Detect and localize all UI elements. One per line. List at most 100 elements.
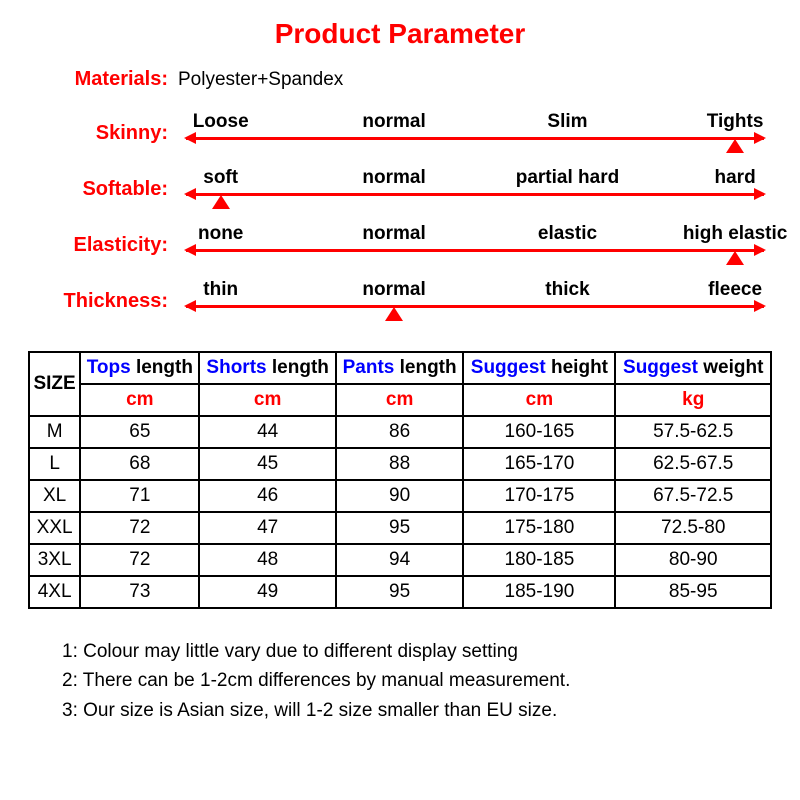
data-cell: 180-185 <box>463 544 615 576</box>
column-header: Pants length <box>336 352 463 384</box>
note-line: 3: Our size is Asian size, will 1-2 size… <box>62 696 772 725</box>
scale-marker-icon <box>212 195 230 209</box>
scale-track: Loose normal Slim Tights <box>186 111 764 155</box>
size-table: SIZETops lengthShorts lengthPants length… <box>28 351 772 609</box>
data-cell: 95 <box>336 576 463 608</box>
scale-arrow-line <box>186 305 764 308</box>
column-unit: cm <box>463 384 615 416</box>
table-row: 3XL724894180-18580-90 <box>29 544 771 576</box>
size-cell: L <box>29 448 80 480</box>
data-cell: 85-95 <box>615 576 771 608</box>
notes-block: 1: Colour may little vary due to differe… <box>28 637 772 725</box>
data-cell: 65 <box>80 416 199 448</box>
column-unit: cm <box>80 384 199 416</box>
note-line: 2: There can be 1-2cm differences by man… <box>62 666 772 695</box>
table-row: XXL724795175-18072.5-80 <box>29 512 771 544</box>
scale-label: Skinny: <box>28 122 178 145</box>
materials-row: Materials: Polyester+Spandex <box>28 68 772 91</box>
column-unit: cm <box>199 384 335 416</box>
scale-row: Skinny: Loose normal Slim Tights <box>28 109 772 157</box>
data-cell: 90 <box>336 480 463 512</box>
data-cell: 48 <box>199 544 335 576</box>
table-row: XL714690170-17567.5-72.5 <box>29 480 771 512</box>
column-header: Tops length <box>80 352 199 384</box>
scale-track: soft normal partial hard hard <box>186 167 764 211</box>
data-cell: 47 <box>199 512 335 544</box>
data-cell: 49 <box>199 576 335 608</box>
product-parameter-sheet: Product Parameter Materials: Polyester+S… <box>0 0 800 749</box>
data-cell: 46 <box>199 480 335 512</box>
data-cell: 72 <box>80 512 199 544</box>
scale-option: elastic <box>538 223 597 245</box>
scale-marker-icon <box>726 251 744 265</box>
data-cell: 185-190 <box>463 576 615 608</box>
page-title: Product Parameter <box>28 18 772 50</box>
table-row: M654486160-16557.5-62.5 <box>29 416 771 448</box>
data-cell: 71 <box>80 480 199 512</box>
table-row: 4XL734995185-19085-95 <box>29 576 771 608</box>
data-cell: 45 <box>199 448 335 480</box>
data-cell: 88 <box>336 448 463 480</box>
data-cell: 95 <box>336 512 463 544</box>
scale-option: thick <box>545 279 589 301</box>
scale-track: thinnormalthickfleece <box>186 279 764 323</box>
data-cell: 160-165 <box>463 416 615 448</box>
column-header: Shorts length <box>199 352 335 384</box>
scale-arrow-line <box>186 137 764 140</box>
data-cell: 72 <box>80 544 199 576</box>
size-table-head: SIZETops lengthShorts lengthPants length… <box>29 352 771 416</box>
data-cell: 175-180 <box>463 512 615 544</box>
scale-track: nonenormalelastichigh elastic <box>186 223 764 267</box>
data-cell: 80-90 <box>615 544 771 576</box>
size-cell: 4XL <box>29 576 80 608</box>
scale-marker-icon <box>726 139 744 153</box>
size-cell: XXL <box>29 512 80 544</box>
scale-option: normal <box>362 223 425 245</box>
scale-label: Elasticity: <box>28 234 178 257</box>
size-cell: M <box>29 416 80 448</box>
data-cell: 57.5-62.5 <box>615 416 771 448</box>
scale-arrow-line <box>186 193 764 196</box>
data-cell: 73 <box>80 576 199 608</box>
data-cell: 67.5-72.5 <box>615 480 771 512</box>
table-row: L684588165-17062.5-67.5 <box>29 448 771 480</box>
scale-option: Tights <box>707 111 764 133</box>
scale-option: soft <box>203 167 238 189</box>
size-cell: 3XL <box>29 544 80 576</box>
scale-marker-icon <box>385 307 403 321</box>
data-cell: 165-170 <box>463 448 615 480</box>
data-cell: 72.5-80 <box>615 512 771 544</box>
scale-row: Thickness:thinnormalthickfleece <box>28 277 772 325</box>
scale-option: normal <box>362 111 425 133</box>
column-unit: cm <box>336 384 463 416</box>
size-cell: XL <box>29 480 80 512</box>
scale-row: Softable: soft normal partial hard hard <box>28 165 772 213</box>
scales-block: Skinny: Loose normal Slim Tights Softable: sof… <box>28 109 772 325</box>
column-header: Suggest weight <box>615 352 771 384</box>
scale-row: Elasticity:nonenormalelastichigh elastic <box>28 221 772 269</box>
scale-label: Softable: <box>28 178 178 201</box>
data-cell: 86 <box>336 416 463 448</box>
scale-option: high elastic <box>683 223 788 245</box>
data-cell: 94 <box>336 544 463 576</box>
scale-arrow-line <box>186 249 764 252</box>
scale-option: none <box>198 223 243 245</box>
data-cell: 62.5-67.5 <box>615 448 771 480</box>
scale-option: hard <box>715 167 756 189</box>
scale-option: thin <box>203 279 238 301</box>
scale-option: Loose <box>193 111 249 133</box>
scale-option: partial hard <box>516 167 619 189</box>
scale-option: normal <box>362 279 425 301</box>
column-header: Suggest height <box>463 352 615 384</box>
data-cell: 170-175 <box>463 480 615 512</box>
data-cell: 68 <box>80 448 199 480</box>
data-cell: 44 <box>199 416 335 448</box>
scale-label: Thickness: <box>28 290 178 313</box>
size-header: SIZE <box>29 352 80 416</box>
materials-value: Polyester+Spandex <box>178 69 343 91</box>
scale-option: Slim <box>547 111 587 133</box>
scale-option: normal <box>362 167 425 189</box>
column-unit: kg <box>615 384 771 416</box>
materials-label: Materials: <box>28 68 178 91</box>
size-table-body: M654486160-16557.5-62.5L684588165-17062.… <box>29 416 771 608</box>
